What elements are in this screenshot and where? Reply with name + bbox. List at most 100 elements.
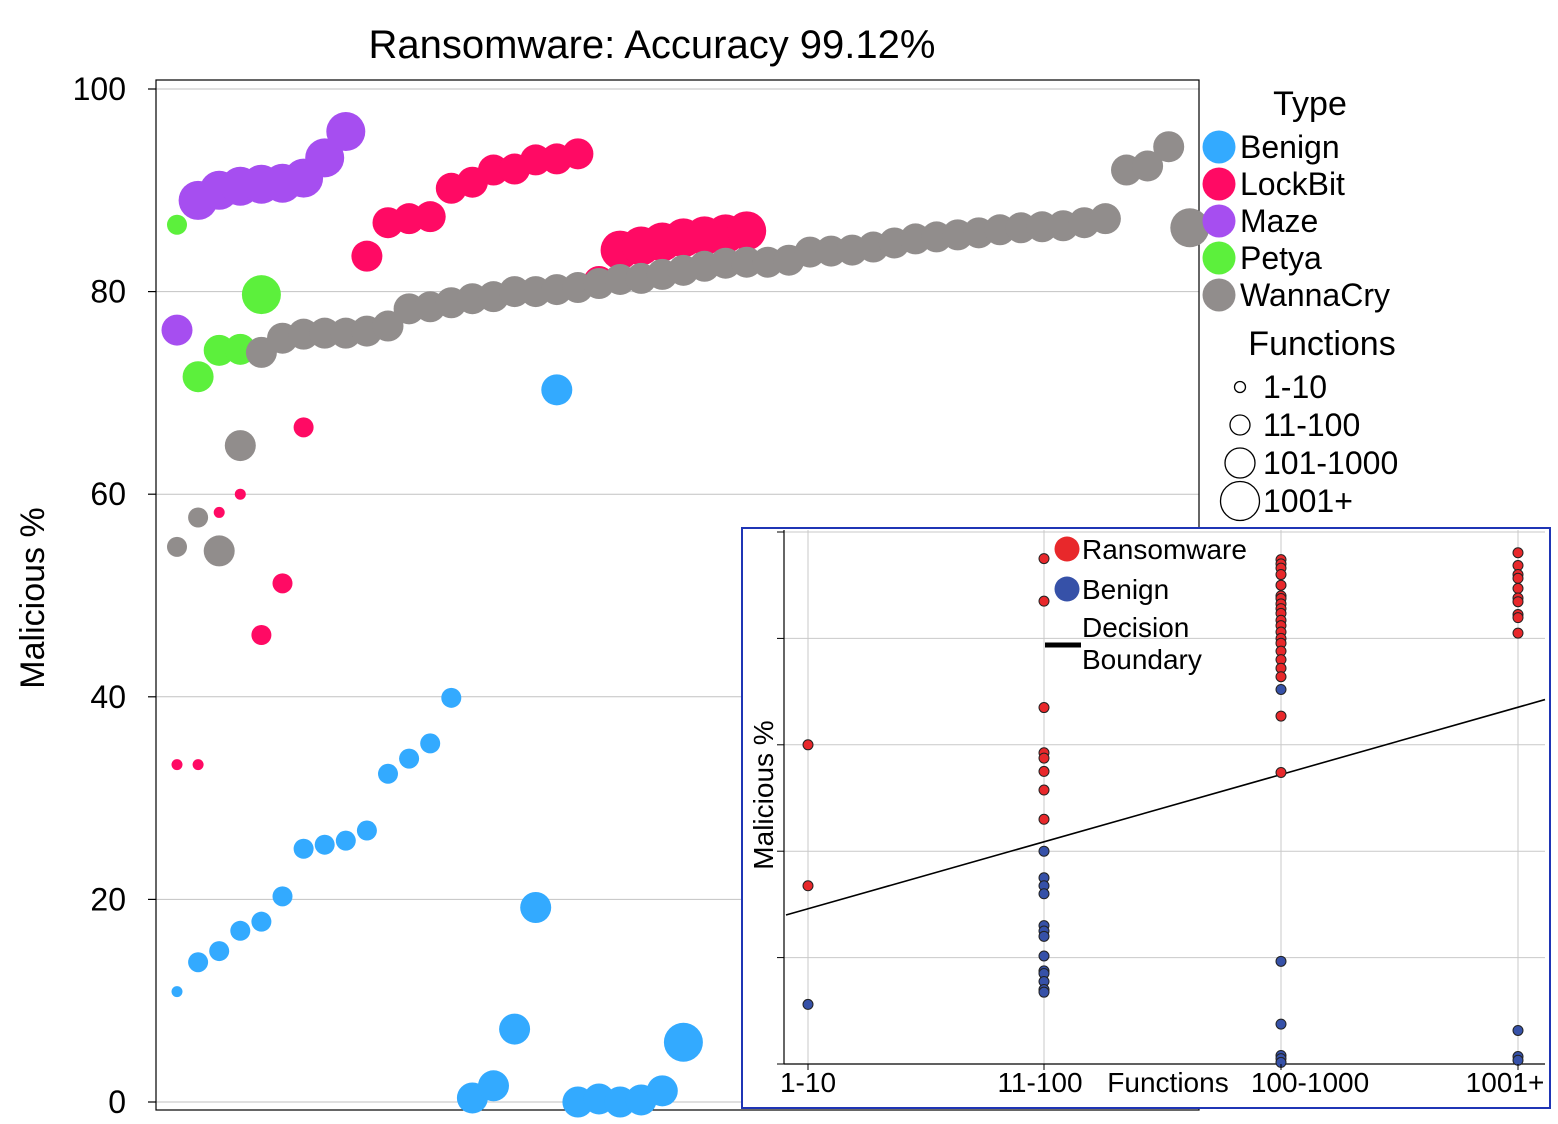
inset-point-benign (1038, 986, 1050, 998)
legend-type-title: Type (1273, 85, 1347, 123)
inset-x-ticks: 1-10 11-100 100-1000 1001+ (780, 1064, 1544, 1098)
point-wannacry (372, 310, 404, 342)
inset-point-ransomware (1512, 560, 1524, 572)
point-benign (314, 834, 335, 855)
chart-title: Ransomware: Accuracy 99.12% (369, 23, 936, 67)
legend-swatch-petya (1202, 241, 1236, 275)
point-wannacry (224, 430, 256, 462)
legend-label-petya: Petya (1240, 240, 1322, 276)
inset-point-ransomware (1038, 702, 1050, 714)
point-lockbit (192, 759, 204, 771)
legend-size-title: Functions (1248, 325, 1395, 363)
inset-x-tick-label: 100-1000 (1251, 1067, 1369, 1098)
inset-point-benign (1275, 683, 1287, 695)
inset-legend-swatch-ransomware (1054, 536, 1080, 562)
point-maze (161, 314, 193, 346)
legend-size-label: 11-100 (1263, 407, 1360, 443)
inset-legend-label-benign: Benign (1082, 574, 1169, 605)
inset-point-benign (1038, 950, 1050, 962)
legend-size-label: 1001+ (1263, 483, 1353, 519)
legend-swatch-lockbit (1202, 167, 1236, 201)
inset-point-benign (1512, 1054, 1524, 1066)
legend-label-lockbit: LockBit (1240, 166, 1345, 202)
legend-size-marker (1229, 414, 1251, 436)
point-benign (378, 763, 398, 784)
inset-point-ransomware (1512, 547, 1524, 559)
main-data-points (161, 112, 1210, 1118)
inset-point-benign (1038, 888, 1050, 900)
inset-point-benign (1512, 1024, 1524, 1036)
point-lockbit (171, 759, 183, 771)
point-benign (399, 748, 420, 769)
inset-decision-boundary-line (785, 698, 1546, 916)
point-benign (293, 838, 314, 859)
point-lockbit (351, 240, 383, 272)
legend-label-maze: Maze (1240, 203, 1318, 239)
inset-point-ransomware (1512, 627, 1524, 639)
inset-point-ransomware (1038, 765, 1050, 777)
point-benign (520, 892, 552, 924)
legend-swatch-benign (1202, 130, 1236, 164)
main-y-tick-label: 80 (90, 274, 126, 310)
inset-data-points (802, 547, 1524, 1068)
inset-point-ransomware (1512, 612, 1524, 624)
inset-frame (741, 527, 1551, 1109)
point-benign (272, 886, 293, 907)
legend-swatch-maze (1202, 204, 1236, 238)
point-wannacry (1170, 208, 1210, 248)
point-lockbit (234, 488, 246, 500)
point-wannacry (1089, 203, 1121, 235)
point-benign (356, 820, 377, 841)
inset-point-benign (1275, 1018, 1287, 1030)
main-y-tick-label: 60 (90, 476, 126, 512)
inset-point-ransomware (1038, 752, 1050, 764)
point-benign (420, 733, 441, 754)
point-benign (441, 687, 462, 708)
point-lockbit (251, 625, 272, 646)
legend-size-label: 101-1000 (1263, 445, 1398, 481)
point-lockbit (272, 573, 293, 594)
point-lockbit (727, 211, 767, 251)
inset-point-ransomware (1512, 582, 1524, 594)
point-lockbit (562, 138, 594, 170)
main-y-axis-label: Malicious % (14, 507, 52, 688)
inset-point-benign (1038, 930, 1050, 942)
inset-point-ransomware (1038, 553, 1050, 565)
point-benign (646, 1075, 678, 1107)
point-benign (209, 941, 230, 962)
point-maze (326, 112, 366, 152)
inset-point-ransomware (1275, 579, 1287, 591)
inset-legend-label-decision: Decision (1082, 612, 1189, 643)
point-benign (188, 952, 209, 973)
point-wannacry (188, 507, 209, 528)
point-benign (230, 920, 251, 941)
inset-point-ransomware (1275, 766, 1287, 778)
inset-point-ransomware (802, 739, 814, 751)
inset-point-ransomware (1038, 813, 1050, 825)
point-lockbit (414, 201, 446, 233)
point-benign (478, 1070, 509, 1102)
inset-point-ransomware (1512, 572, 1524, 584)
inset-point-ransomware (1038, 784, 1050, 796)
legend-size-label: 1-10 (1263, 369, 1327, 405)
point-maze (305, 138, 345, 178)
legend-swatch-wannacry (1202, 278, 1236, 312)
point-benign (251, 911, 272, 932)
inset-point-ransomware (1275, 671, 1287, 683)
inset-point-ransomware (1512, 596, 1524, 608)
inset-point-ransomware (1275, 710, 1287, 722)
inset-legend-swatch-benign (1054, 576, 1080, 602)
point-wannacry (1132, 150, 1164, 182)
inset-x-tick-label: 1-10 (780, 1067, 836, 1098)
point-lockbit (213, 506, 225, 518)
point-benign (335, 830, 356, 851)
main-y-tick-label: 20 (90, 881, 126, 917)
inset-point-ransomware (802, 880, 814, 892)
main-y-ticks: 0 20 40 60 80 100 (73, 71, 156, 1120)
point-lockbit (293, 417, 314, 438)
inset-point-benign (802, 998, 814, 1010)
